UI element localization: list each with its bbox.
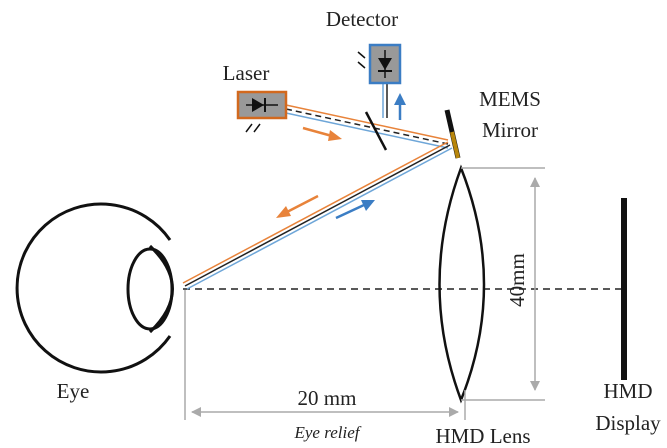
lens-height-label: 40mm xyxy=(505,253,529,307)
eye-relief-label: Eye relief xyxy=(294,423,362,442)
display-label: Display xyxy=(595,411,661,435)
dimension-40mm xyxy=(461,167,545,401)
eye-label: Eye xyxy=(57,379,90,403)
mems-mirror-shape xyxy=(444,109,461,159)
beams xyxy=(182,84,453,290)
eye-shape xyxy=(15,202,174,374)
hmd-lens-shape xyxy=(438,164,486,404)
mirror-label: Mirror xyxy=(482,118,538,142)
beam-splitter xyxy=(364,111,388,151)
distance-label: 20 mm xyxy=(298,386,357,410)
detector-label: Detector xyxy=(326,7,398,31)
direction-arrows xyxy=(276,93,406,220)
dimension-20mm xyxy=(184,290,466,420)
hmd-label: HMD xyxy=(603,379,652,403)
laser-label: Laser xyxy=(223,61,270,85)
laser-shape xyxy=(236,90,288,133)
detector-shape xyxy=(357,43,402,85)
mems-label: MEMS xyxy=(479,87,541,111)
hmd-lens-label: HMD Lens xyxy=(435,424,530,448)
